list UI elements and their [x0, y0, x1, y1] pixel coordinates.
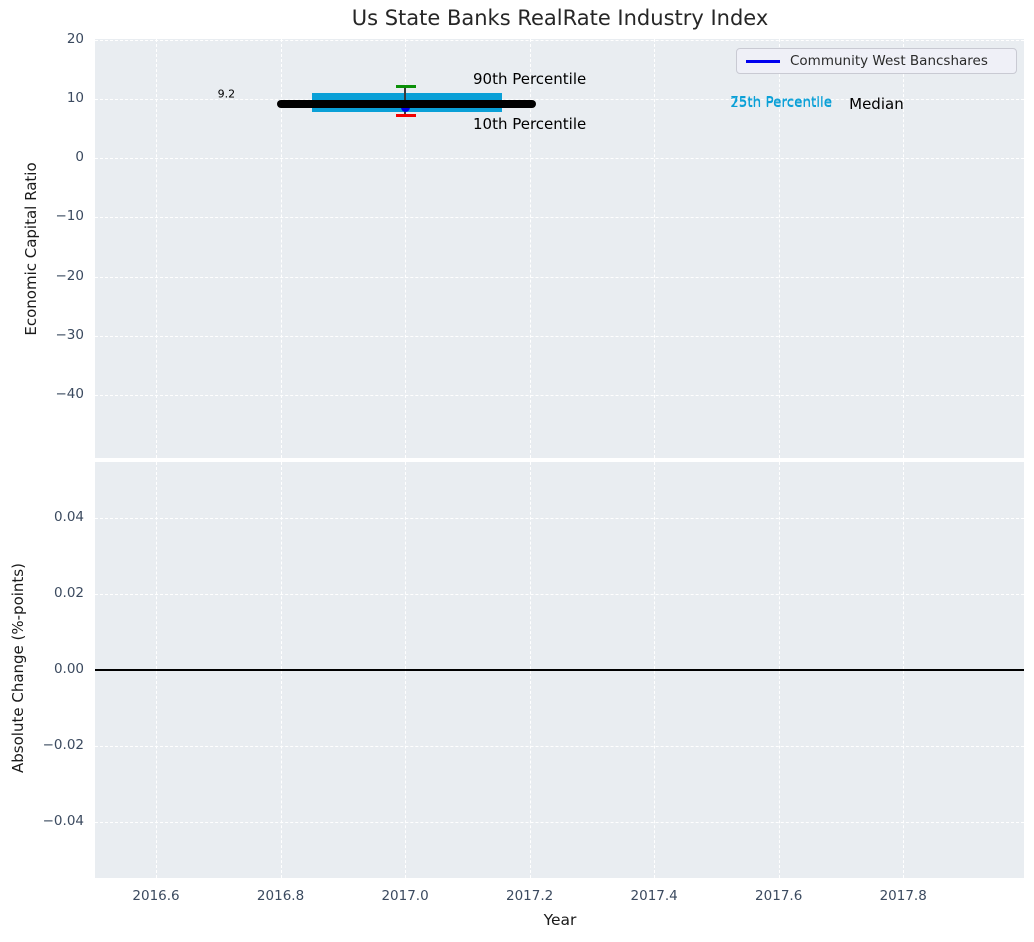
gridline-horizontal [95, 335, 1024, 337]
gridline-horizontal [95, 98, 1024, 100]
annotation-median-label: Median [849, 94, 904, 113]
gridline-horizontal [95, 822, 1024, 824]
x-axis-label: Year [543, 911, 577, 929]
x-tick-label: 2017.0 [381, 888, 429, 904]
annotation-25th-percentile: 25th Percentile [730, 95, 833, 112]
gridline-horizontal [95, 593, 1024, 595]
legend-label: Community West Bancshares [790, 53, 988, 69]
whisker-cap-90th [395, 84, 417, 88]
top-y-tick-label: 0 [75, 149, 84, 166]
top-y-tick-label: −20 [55, 267, 85, 284]
x-tick-label: 2017.6 [755, 888, 803, 904]
gridline-horizontal [95, 517, 1024, 519]
gridline-horizontal [95, 39, 1024, 41]
gridline-vertical [156, 39, 158, 458]
annotation-75th-percentile: 75th Percentile [730, 94, 833, 111]
bottom-y-tick-label: 0.04 [53, 508, 84, 525]
x-tick-label: 2016.6 [132, 888, 180, 904]
bottom-axes-panel [95, 462, 1024, 878]
top-y-tick-label: 10 [66, 89, 84, 106]
gridline-vertical [654, 39, 656, 458]
gridline-vertical [778, 39, 780, 458]
top-y-axis-label: Economic Capital Ratio [22, 162, 40, 336]
gridline-vertical [405, 39, 407, 458]
gridline-horizontal [95, 276, 1024, 278]
x-tick-label: 2016.8 [256, 888, 305, 904]
chart-title: Us State Banks RealRate Industry Index [351, 6, 769, 30]
top-y-tick-label: −40 [55, 386, 85, 403]
x-tick-label: 2017.8 [879, 888, 927, 904]
x-tick-label: 2017.4 [630, 888, 678, 904]
bottom-y-tick-label: −0.02 [42, 737, 84, 754]
legend: Community West Bancshares [736, 48, 1017, 74]
top-y-tick-label: −10 [55, 208, 85, 225]
gridline-vertical [280, 39, 282, 458]
whisker-cap-10th [395, 113, 417, 117]
median-line [277, 99, 536, 108]
gridline-horizontal [95, 158, 1024, 160]
legend-line-icon [746, 59, 780, 63]
top-y-tick-label: −30 [55, 326, 85, 343]
gridline-horizontal [95, 395, 1024, 397]
gridline-horizontal [95, 746, 1024, 748]
bottom-y-tick-label: 0.00 [53, 661, 84, 677]
bottom-y-tick-label: −0.04 [42, 813, 84, 830]
annotation-10th-percentile: 10th Percentile [472, 115, 587, 134]
gridline-horizontal [95, 217, 1024, 219]
gridline-vertical [903, 39, 905, 458]
top-y-tick-label: 20 [66, 30, 84, 47]
zero-line [95, 669, 1024, 671]
bottom-y-tick-label: 0.02 [53, 584, 84, 601]
annotation-90th-percentile: 90th Percentile [472, 69, 587, 88]
top-axes-panel: 9.2 90th Percentile 10th Percentile 75th Pe… [95, 39, 1024, 458]
gridline-vertical [529, 39, 531, 458]
x-tick-label: 2017.2 [505, 888, 554, 904]
annotation-median-value: 9.2 [217, 87, 236, 101]
